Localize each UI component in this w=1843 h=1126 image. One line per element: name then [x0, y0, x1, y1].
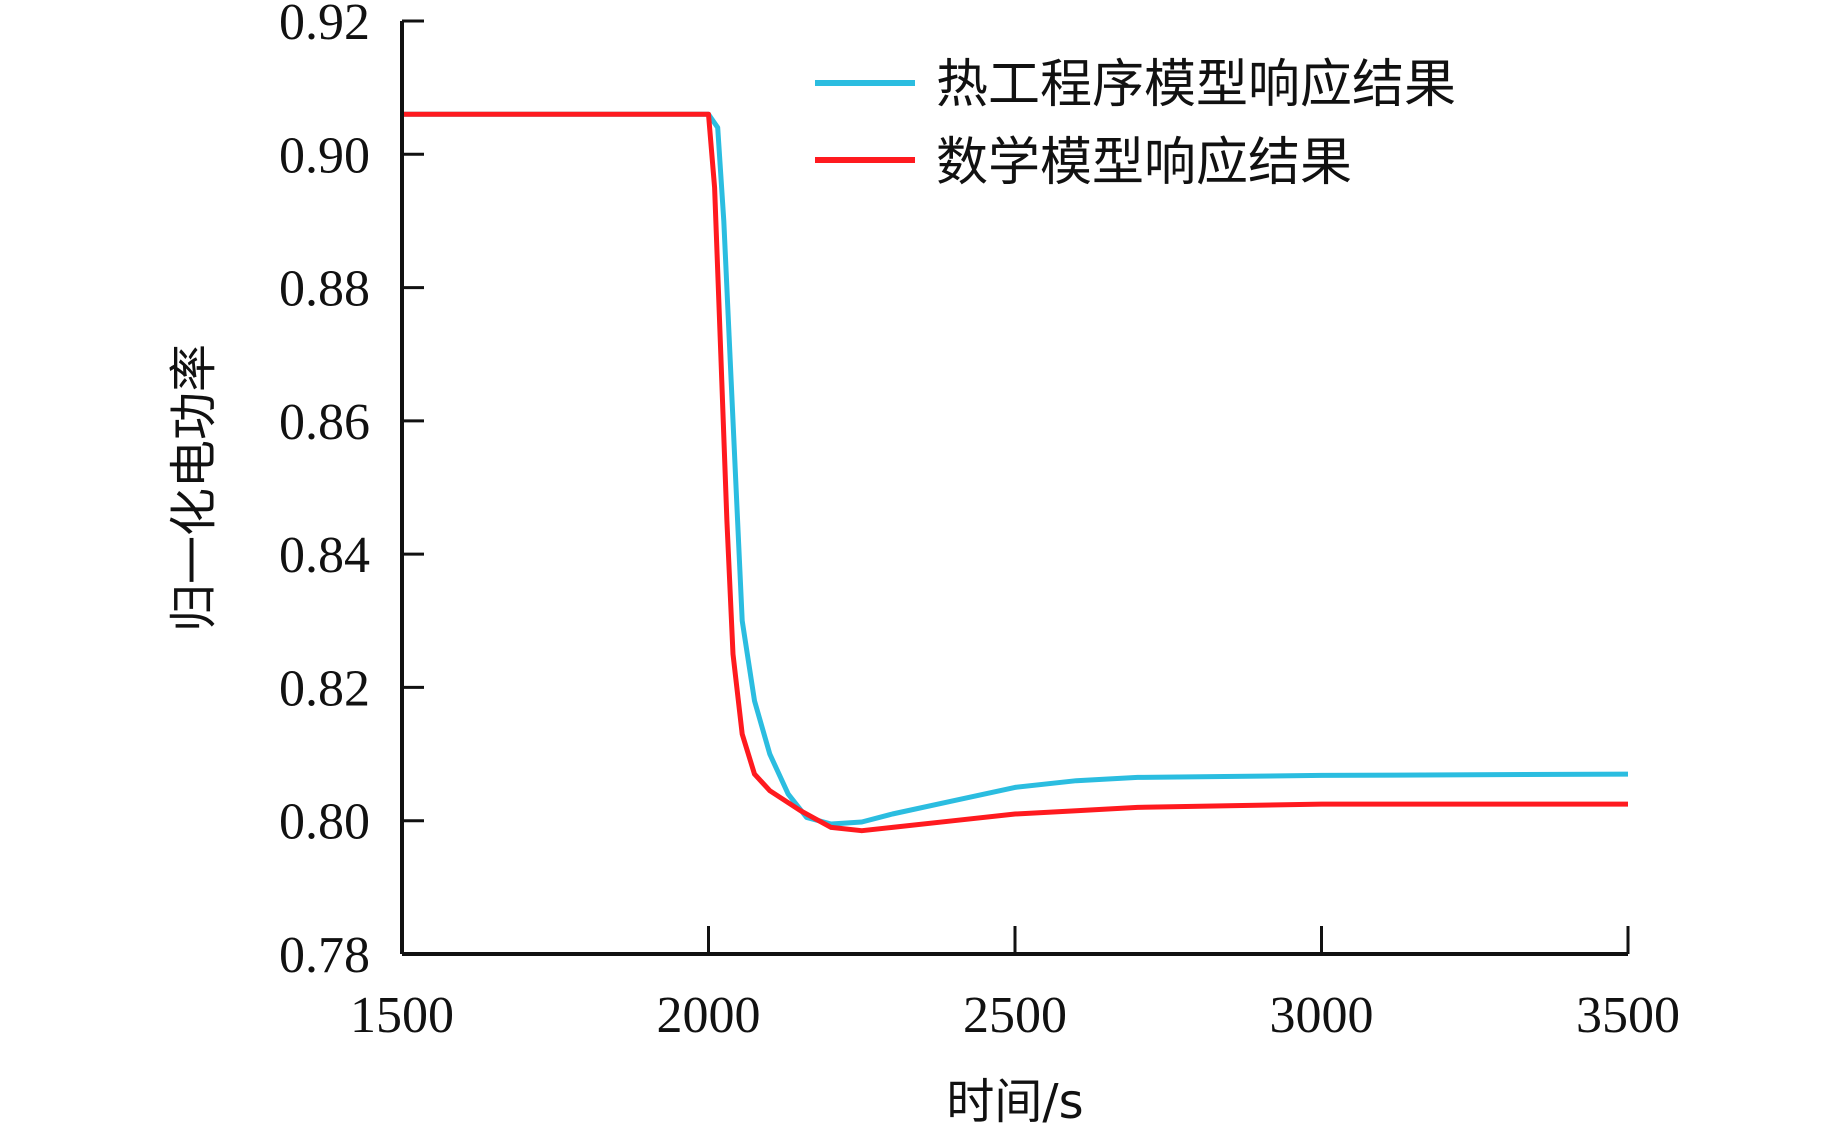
- y-tick-label: 0.78: [279, 927, 370, 984]
- series-line-thermal: [402, 111, 1629, 827]
- y-tick-label: 0.82: [279, 660, 370, 717]
- x-axis-title: 时间/s: [946, 1074, 1083, 1126]
- ticks: 1500 2000 2500 3000 3500 0.78 0.80 0.82 0.84 0.86…: [279, 0, 1680, 1044]
- legend-label-thermal: 热工程序模型响应结果: [936, 55, 1456, 115]
- y-tick-label: 0.84: [279, 527, 370, 584]
- x-tick-label: 2500: [963, 987, 1067, 1044]
- y-tick-label: 0.86: [279, 394, 370, 451]
- legend: 热工程序模型响应结果 数学模型响应结果: [815, 55, 1456, 193]
- x-tick-label: 3500: [1576, 987, 1680, 1044]
- x-tick-label: 3000: [1270, 987, 1374, 1044]
- y-tick-label: 0.80: [279, 794, 370, 851]
- legend-label-math: 数学模型响应结果: [936, 133, 1352, 193]
- y-axis-title: 归一化电功率: [166, 344, 222, 632]
- x-tick-label: 1500: [350, 987, 454, 1044]
- y-tick-label: 0.90: [279, 127, 370, 184]
- y-tick-label: 0.92: [279, 0, 370, 51]
- y-tick-label: 0.88: [279, 261, 370, 318]
- series-line-math: [402, 111, 1628, 834]
- series-layer: [402, 111, 1629, 834]
- x-tick-label: 2000: [657, 987, 761, 1044]
